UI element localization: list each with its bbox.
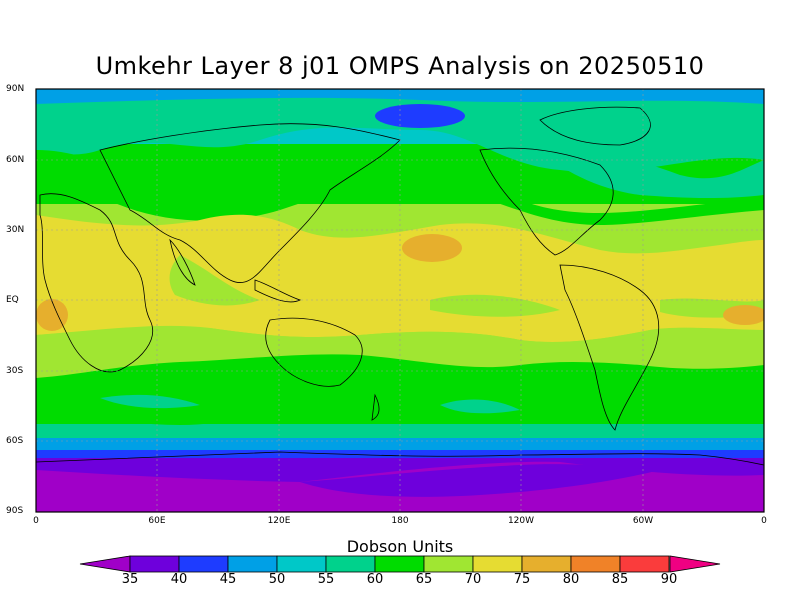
lon-label-60e: 60E [148,516,166,526]
colorbar-level-label: 45 [219,572,237,587]
coastlines [36,106,764,466]
colorbar-swatch [276,555,327,573]
colorbar-swatch [227,555,278,573]
colorbar-swatch [619,555,670,573]
colorbar-swatch [129,555,180,573]
lat-label-30s: 30S [6,366,24,376]
lat-label-30n: 30N [6,225,25,235]
colorbar-swatch [178,555,229,573]
lat-label-eq: EQ [6,295,19,305]
map-title: Umkehr Layer 8 j01 OMPS Analysis on 2025… [95,52,705,80]
colorbar-level-label: 90 [660,572,678,587]
colorbar-level-label: 65 [415,572,433,587]
colorbar-level-label: 35 [121,572,139,587]
colorbar-swatch [472,555,523,573]
colorbar [79,555,721,573]
colorbar-level-label: 75 [513,572,531,587]
colorbar-swatch [374,555,425,573]
colorbar-swatch [521,555,572,573]
lon-label-120w: 120W [507,516,535,526]
lon-label-0-end: 0 [761,516,767,526]
colorbar-level-label: 70 [464,572,482,587]
colorbar-swatch [423,555,474,573]
colorbar-level-label: 50 [268,572,286,587]
lon-label-180: 180 [391,516,409,526]
lon-label-60w: 60W [632,516,654,526]
graticule [36,89,764,512]
colorbar-title: Dobson Units [346,537,454,556]
lat-label-90s: 90S [6,506,24,516]
lat-label-60n: 60N [6,155,25,165]
colorbar-level-label: 55 [317,572,335,587]
colorbar-swatch [570,555,621,573]
lon-label-120e: 120E [267,516,291,526]
lon-label-0: 0 [33,516,39,526]
colorbar-arrow-left [79,555,131,573]
lat-label-60s: 60S [6,436,24,446]
colorbar-arrow-right [669,555,721,573]
map-frame [35,88,765,513]
colorbar-swatch [325,555,376,573]
lat-label-90n: 90N [6,84,25,94]
colorbar-level-label: 60 [366,572,384,587]
colorbar-level-label: 40 [170,572,188,587]
colorbar-level-label: 85 [611,572,629,587]
colorbar-level-label: 80 [562,572,580,587]
ozone-field [36,89,764,512]
